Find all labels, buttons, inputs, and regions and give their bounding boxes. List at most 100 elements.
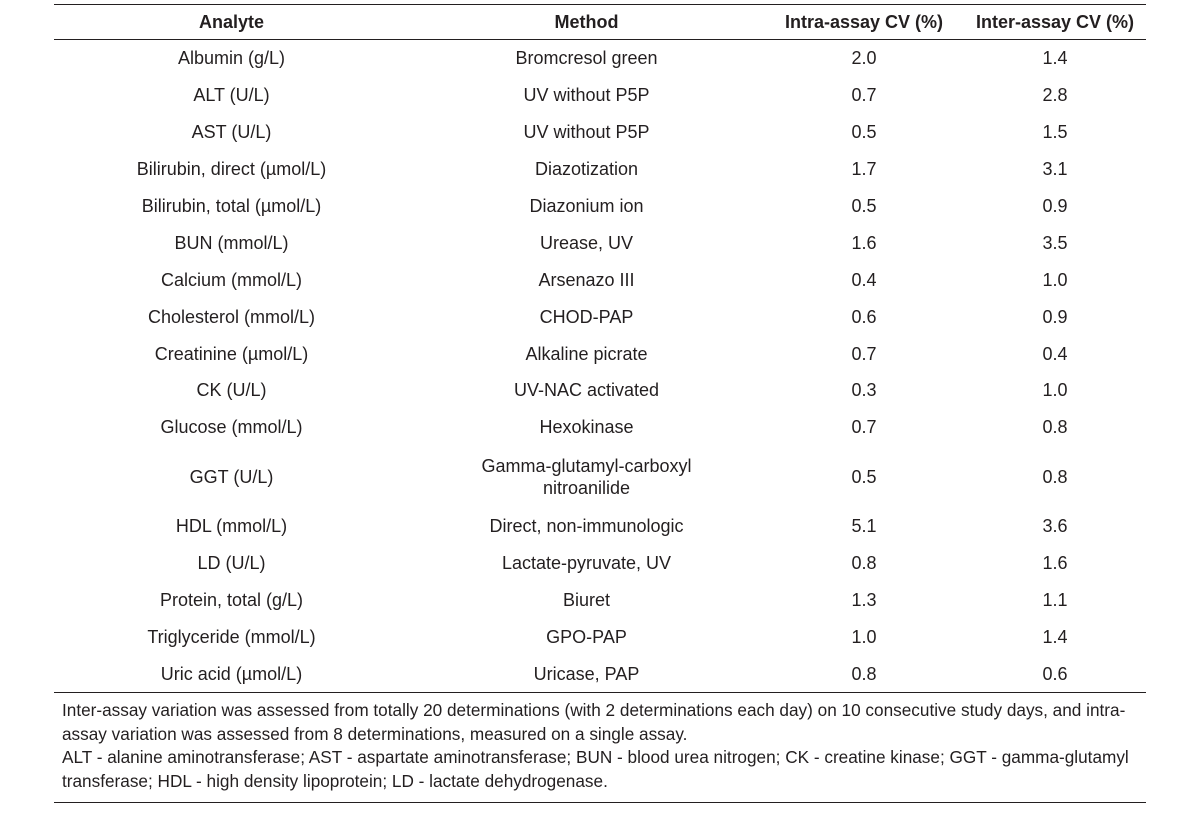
table-footnote: Inter-assay variation was assessed from … bbox=[54, 693, 1146, 801]
cell-inter-cv: 0.9 bbox=[1042, 196, 1068, 216]
cell-intra-cv: 0.3 bbox=[851, 380, 877, 401]
cell-intra-cv: 0.4 bbox=[851, 269, 877, 290]
cell-intra-cv: 5.1 bbox=[851, 516, 877, 537]
cell-analyte: Calcium (mmol/L) bbox=[160, 269, 302, 290]
cell-analyte: Glucose (mmol/L) bbox=[160, 417, 303, 438]
footnote-abbreviations-text: ALT - alanine aminotransferase; AST - as… bbox=[62, 747, 1129, 792]
cell-method: GPO-PAP bbox=[546, 626, 627, 647]
assay-cv-table: Analyte Method Intra-assay CV (%) Inter-… bbox=[54, 4, 1146, 803]
cell-method: Diazonium ion bbox=[529, 196, 644, 216]
cell-inter-cv: 3.6 bbox=[1042, 516, 1068, 537]
table-row: Albumin (g/L) Bromcresol green 2.0 1.4 bbox=[54, 40, 1146, 77]
cell-intra-cv: 1.0 bbox=[851, 626, 877, 647]
table-row: BUN (mmol/L) Urease, UV 1.6 3.5 bbox=[54, 224, 1146, 261]
cell-intra-cv: 1.3 bbox=[851, 590, 877, 611]
header-method: Method bbox=[409, 5, 764, 40]
table-row: CK (U/L) UV-NAC activated 0.3 1.0 bbox=[54, 372, 1146, 409]
cell-intra-cv: 0.8 bbox=[851, 553, 877, 574]
cell-method: Diazotization bbox=[534, 159, 639, 180]
cell-inter-cv: 0.4 bbox=[1042, 343, 1068, 364]
cell-analyte: CK (U/L) bbox=[196, 380, 267, 401]
cell-intra-cv: 0.5 bbox=[851, 122, 877, 143]
footnote-methods-text: Inter-assay variation was assessed from … bbox=[62, 700, 1126, 744]
cell-inter-cv: 0.8 bbox=[1042, 466, 1068, 487]
cell-intra-cv: 2.0 bbox=[851, 48, 877, 69]
table-row: Protein, total (g/L) Biuret 1.3 1.1 bbox=[54, 582, 1146, 619]
cell-analyte: LD (U/L) bbox=[197, 553, 266, 574]
cell-analyte: Protein, total (g/L) bbox=[159, 590, 304, 611]
table-row: Calcium (mmol/L) Arsenazo III 0.4 1.0 bbox=[54, 261, 1146, 298]
table-row: Glucose (mmol/L) Hexokinase 0.7 0.8 bbox=[54, 409, 1146, 446]
cell-inter-cv: 0.9 bbox=[1042, 306, 1068, 327]
table-bottom-rule bbox=[54, 692, 1146, 694]
cell-method: UV without P5P bbox=[523, 122, 650, 143]
cell-inter-cv: 0.8 bbox=[1042, 417, 1068, 438]
header-analyte: Analyte bbox=[54, 5, 409, 40]
cell-analyte: Creatinine (µmol/L) bbox=[154, 343, 309, 364]
cell-inter-cv: 1.5 bbox=[1042, 122, 1068, 143]
cell-method: Gamma-glutamyl-carboxyl nitroanilide bbox=[409, 446, 764, 508]
cell-inter-cv: 2.8 bbox=[1042, 85, 1068, 106]
cell-method: Urease, UV bbox=[539, 232, 634, 253]
header-row: Analyte Method Intra-assay CV (%) Inter-… bbox=[54, 5, 1146, 40]
cell-intra-cv: 0.7 bbox=[851, 343, 877, 364]
cell-analyte: Bilirubin, direct (µmol/L) bbox=[136, 159, 327, 180]
table-row: HDL (mmol/L) Direct, non-immunologic 5.1… bbox=[54, 508, 1146, 545]
cell-method: UV without P5P bbox=[523, 85, 650, 106]
cell-intra-cv: 0.7 bbox=[851, 417, 877, 438]
cell-intra-cv: 0.5 bbox=[851, 466, 877, 487]
cell-method: Alkaline picrate bbox=[525, 343, 648, 364]
table-top-rule bbox=[54, 4, 1146, 5]
cell-inter-cv: 3.1 bbox=[1042, 159, 1068, 180]
cell-method: Bromcresol green bbox=[515, 48, 658, 69]
table-row: Triglyceride (mmol/L) GPO-PAP 1.0 1.4 bbox=[54, 618, 1146, 655]
cell-analyte: ALT (U/L) bbox=[193, 85, 270, 106]
cell-inter-cv: 1.4 bbox=[1042, 48, 1068, 69]
cell-analyte: HDL (mmol/L) bbox=[175, 516, 288, 537]
header-intra-assay-cv: Intra-assay CV (%) bbox=[764, 5, 964, 40]
cell-analyte: GGT (U/L) bbox=[189, 466, 274, 487]
cell-inter-cv: 1.4 bbox=[1042, 626, 1068, 647]
table-row: GGT (U/L) Gamma-glutamyl-carboxyl nitroan… bbox=[54, 446, 1146, 508]
cell-analyte: Uric acid (µmol/L) bbox=[160, 663, 303, 684]
cell-method-line: nitroanilide bbox=[542, 477, 631, 498]
table-row: Bilirubin, total (µmol/L) Diazonium ion … bbox=[54, 188, 1146, 225]
cell-analyte: Cholesterol (mmol/L) bbox=[147, 306, 316, 327]
cell-method: UV-NAC activated bbox=[513, 380, 660, 401]
cell-method: Hexokinase bbox=[539, 417, 634, 438]
table-row: Bilirubin, direct (µmol/L) Diazotization… bbox=[54, 151, 1146, 188]
table-row: AST (U/L) UV without P5P 0.5 1.5 bbox=[54, 114, 1146, 151]
cell-inter-cv: 1.6 bbox=[1042, 553, 1068, 574]
cell-inter-cv: 1.0 bbox=[1042, 380, 1068, 401]
table-row: LD (U/L) Lactate-pyruvate, UV 0.8 1.6 bbox=[54, 545, 1146, 582]
cell-analyte: AST (U/L) bbox=[191, 122, 272, 143]
table-row: ALT (U/L) UV without P5P 0.7 2.8 bbox=[54, 77, 1146, 114]
cell-method: Uricase, PAP bbox=[533, 663, 640, 684]
cell-analyte: Triglyceride (mmol/L) bbox=[147, 626, 316, 647]
table-row: Uric acid (µmol/L) Uricase, PAP 0.8 0.6 bbox=[54, 655, 1146, 692]
footnote-bottom-rule bbox=[54, 801, 1146, 803]
cell-analyte: Bilirubin, total (µmol/L) bbox=[141, 196, 322, 216]
cell-intra-cv: 1.6 bbox=[851, 232, 877, 253]
cell-intra-cv: 0.6 bbox=[851, 306, 877, 327]
table-row: Cholesterol (mmol/L) CHOD-PAP 0.6 0.9 bbox=[54, 298, 1146, 335]
cell-method: Lactate-pyruvate, UV bbox=[501, 553, 672, 574]
data-table: Analyte Method Intra-assay CV (%) Inter-… bbox=[54, 5, 1146, 692]
cell-intra-cv: 0.7 bbox=[851, 85, 877, 106]
cell-method-line: Gamma-glutamyl-carboxyl bbox=[481, 455, 692, 476]
table-row: Creatinine (µmol/L) Alkaline picrate 0.7… bbox=[54, 335, 1146, 372]
cell-analyte: BUN (mmol/L) bbox=[174, 232, 289, 253]
cell-inter-cv: 3.5 bbox=[1042, 232, 1068, 253]
cell-intra-cv: 0.8 bbox=[851, 663, 877, 684]
header-inter-assay-cv: Inter-assay CV (%) bbox=[964, 5, 1146, 40]
cell-intra-cv: 0.5 bbox=[851, 196, 877, 216]
cell-method: Biuret bbox=[562, 590, 611, 611]
cell-inter-cv: 0.6 bbox=[1042, 663, 1068, 684]
cell-inter-cv: 1.1 bbox=[1042, 590, 1068, 611]
cell-method: CHOD-PAP bbox=[539, 306, 634, 327]
cell-method: Arsenazo III bbox=[538, 269, 635, 290]
cell-intra-cv: 1.7 bbox=[851, 159, 877, 180]
cell-analyte: Albumin (g/L) bbox=[177, 48, 286, 69]
cell-inter-cv: 1.0 bbox=[1042, 269, 1068, 290]
cell-method: Direct, non-immunologic bbox=[489, 516, 684, 537]
